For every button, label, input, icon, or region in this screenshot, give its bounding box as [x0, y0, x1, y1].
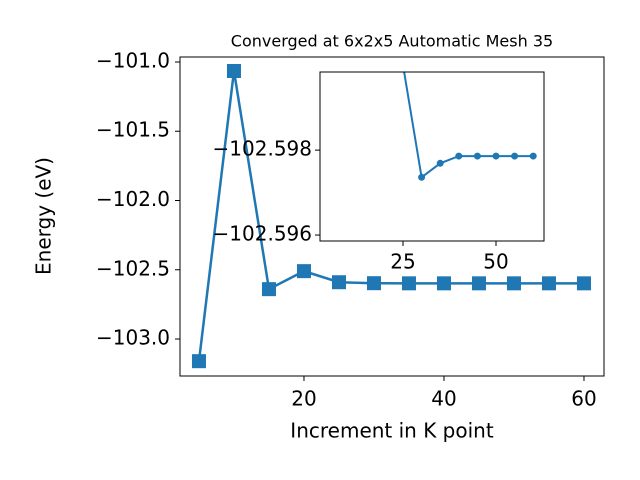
plot-area — [191, 63, 591, 369]
marker — [401, 276, 416, 291]
y-axis-label: Energy (eV) — [32, 157, 56, 275]
y-tick-label: −102.0 — [96, 187, 170, 211]
marker — [511, 152, 519, 160]
marker — [541, 276, 556, 291]
marker — [296, 264, 311, 279]
x-tick-label: 20 — [291, 387, 316, 411]
marker — [492, 152, 500, 160]
marker — [418, 173, 426, 181]
chart-title: Converged at 6x2x5 Automatic Mesh 35 — [231, 32, 553, 51]
x-axis-label: Increment in K point — [290, 419, 494, 443]
y-tick-label: −101.5 — [96, 118, 170, 142]
y-tick-label: −101.0 — [96, 48, 170, 72]
marker — [226, 63, 241, 78]
y-tick-label: −102.5 — [96, 256, 170, 280]
x-tick-label: 60 — [571, 387, 596, 411]
marker — [576, 276, 591, 291]
marker — [436, 159, 444, 167]
axes-frame — [319, 71, 545, 242]
x-tick-label: 50 — [483, 250, 508, 274]
marker — [506, 276, 521, 291]
axes-frame — [179, 56, 605, 377]
marker — [473, 152, 481, 160]
y-tick-label: −103.0 — [96, 326, 170, 350]
marker — [471, 276, 486, 291]
marker — [366, 276, 381, 291]
marker — [191, 354, 206, 369]
marker — [261, 282, 276, 297]
y-tick-label: −102.596 — [213, 222, 312, 246]
x-tick-label: 25 — [390, 250, 415, 274]
marker — [436, 276, 451, 291]
x-tick-label: 40 — [431, 387, 456, 411]
y-tick-label: −102.598 — [213, 137, 312, 161]
marker — [331, 275, 346, 290]
plot-area — [403, 72, 537, 181]
marker — [529, 152, 537, 160]
marker — [455, 152, 463, 160]
